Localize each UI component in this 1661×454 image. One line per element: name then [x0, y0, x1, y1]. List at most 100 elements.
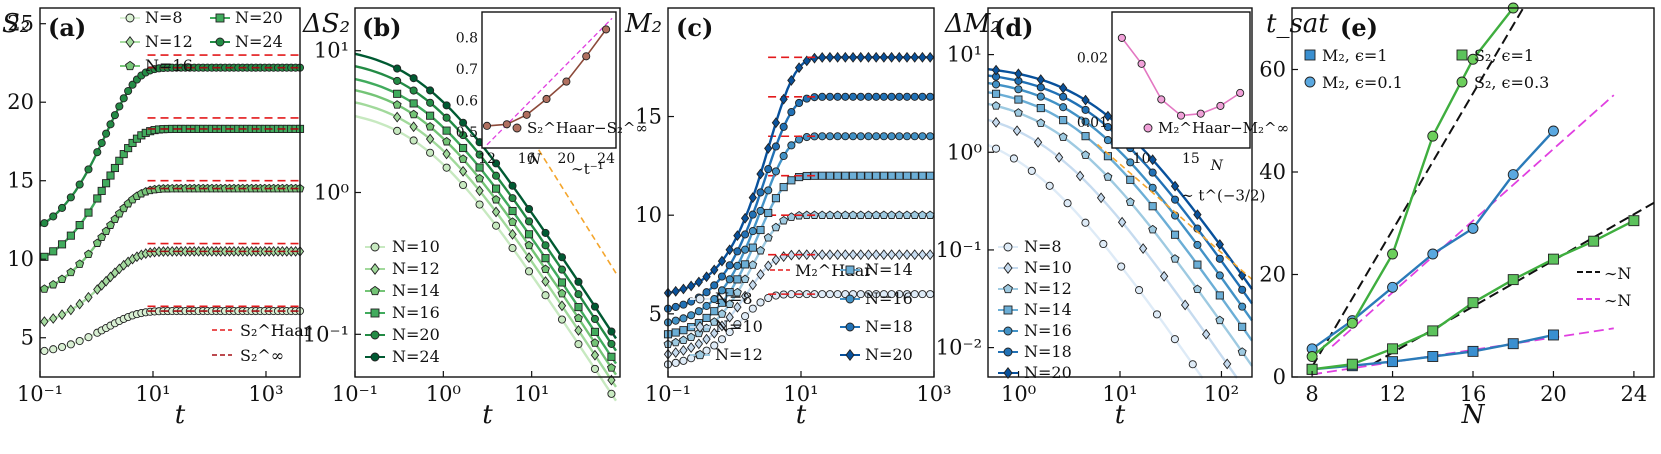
- data-point: [709, 317, 719, 326]
- inset-point: [522, 110, 531, 119]
- data-point: [1507, 274, 1519, 286]
- data-point: [748, 260, 758, 269]
- data-point: [787, 141, 796, 150]
- data-point: [918, 249, 927, 261]
- data-point: [492, 159, 501, 168]
- data-point: [991, 64, 1001, 76]
- series-line-N=16: [39, 187, 300, 292]
- legend-label: N=8: [1024, 237, 1062, 256]
- axes-frame: [39, 7, 301, 378]
- data-point: [1117, 216, 1127, 228]
- data-point: [426, 86, 435, 95]
- legend-marker: [370, 330, 380, 340]
- legend-marker: [845, 349, 855, 361]
- data-point: [541, 276, 550, 287]
- data-point: [825, 51, 835, 63]
- data-point: [442, 136, 452, 146]
- data-point: [557, 300, 567, 312]
- data-point: [128, 80, 137, 89]
- data-point: [66, 340, 75, 349]
- data-point: [409, 121, 418, 133]
- data-point: [679, 300, 688, 309]
- data-point: [393, 76, 402, 85]
- legend-label: N=24: [392, 347, 440, 366]
- data-point: [733, 320, 742, 329]
- data-point: [1014, 68, 1023, 80]
- panel-label: (b): [362, 13, 402, 42]
- data-point: [725, 299, 735, 308]
- legend-marker: [845, 294, 855, 304]
- data-point: [1117, 262, 1126, 271]
- x-axis-label: N: [1461, 400, 1486, 430]
- data-point: [1170, 230, 1180, 239]
- data-point: [764, 260, 773, 272]
- data-point: [733, 247, 742, 256]
- data-point: [910, 290, 919, 299]
- data-point: [787, 176, 796, 185]
- data-point: [1036, 104, 1045, 113]
- data-point: [686, 280, 696, 292]
- data-point: [756, 225, 765, 235]
- x-axis-label: t: [1115, 400, 1126, 430]
- data-point: [524, 252, 534, 264]
- data-point: [887, 171, 896, 180]
- data-point: [607, 374, 616, 386]
- data-point: [879, 210, 889, 219]
- series-line-N=8: [987, 143, 1204, 379]
- data-point: [879, 51, 889, 63]
- x-tick-label: 10⁻¹: [332, 382, 378, 406]
- x-tick-label: 10¹: [1102, 382, 1137, 406]
- inset-y-tick: 0.01: [1077, 115, 1108, 131]
- data-point: [83, 249, 93, 259]
- data-point: [926, 290, 935, 299]
- data-point: [717, 286, 727, 295]
- data-point: [557, 315, 567, 324]
- data-point: [741, 260, 750, 269]
- data-point: [725, 328, 734, 337]
- data-point: [66, 193, 75, 202]
- data-point: [779, 151, 788, 161]
- data-point: [864, 171, 873, 180]
- x-tick-label: 16: [1460, 382, 1487, 406]
- legend-label: N=14: [865, 260, 913, 279]
- data-point: [756, 206, 765, 215]
- data-point: [748, 279, 757, 291]
- y-tick-label: 40: [1259, 160, 1286, 184]
- data-point: [1346, 358, 1358, 370]
- data-point: [1238, 285, 1247, 294]
- data-point: [1238, 302, 1247, 311]
- y-tick-label: 10¹: [314, 39, 349, 63]
- data-point: [84, 291, 93, 303]
- data-point: [84, 208, 93, 217]
- data-point: [557, 265, 567, 274]
- data-point: [856, 249, 865, 261]
- data-point: [887, 132, 896, 141]
- data-point: [725, 311, 734, 323]
- data-point: [902, 249, 912, 261]
- data-point: [1507, 169, 1519, 181]
- data-point: [679, 283, 688, 295]
- legend-marker: [1304, 76, 1316, 88]
- data-point: [590, 302, 600, 311]
- data-point: [491, 206, 501, 218]
- data-point: [787, 108, 796, 117]
- data-point: [779, 215, 789, 225]
- guide-label: ∼ t^(−3/2): [1181, 187, 1265, 205]
- data-point: [856, 132, 865, 141]
- legend-label: N=12: [145, 32, 193, 51]
- legend-marker: [215, 13, 225, 23]
- data-point: [740, 290, 750, 302]
- inset-y-tick: 0.6: [456, 94, 478, 110]
- data-point: [991, 144, 1001, 153]
- data-point: [392, 100, 402, 109]
- data-point: [872, 249, 881, 261]
- data-point: [833, 92, 842, 101]
- legend-label: N=12: [1024, 279, 1072, 298]
- data-point: [864, 92, 873, 101]
- data-point: [717, 335, 727, 344]
- legend-label: N=18: [1024, 342, 1072, 361]
- data-point: [541, 254, 550, 263]
- data-point: [442, 126, 451, 135]
- data-point: [606, 363, 616, 372]
- y-tick-label: 10⁻¹: [936, 238, 982, 262]
